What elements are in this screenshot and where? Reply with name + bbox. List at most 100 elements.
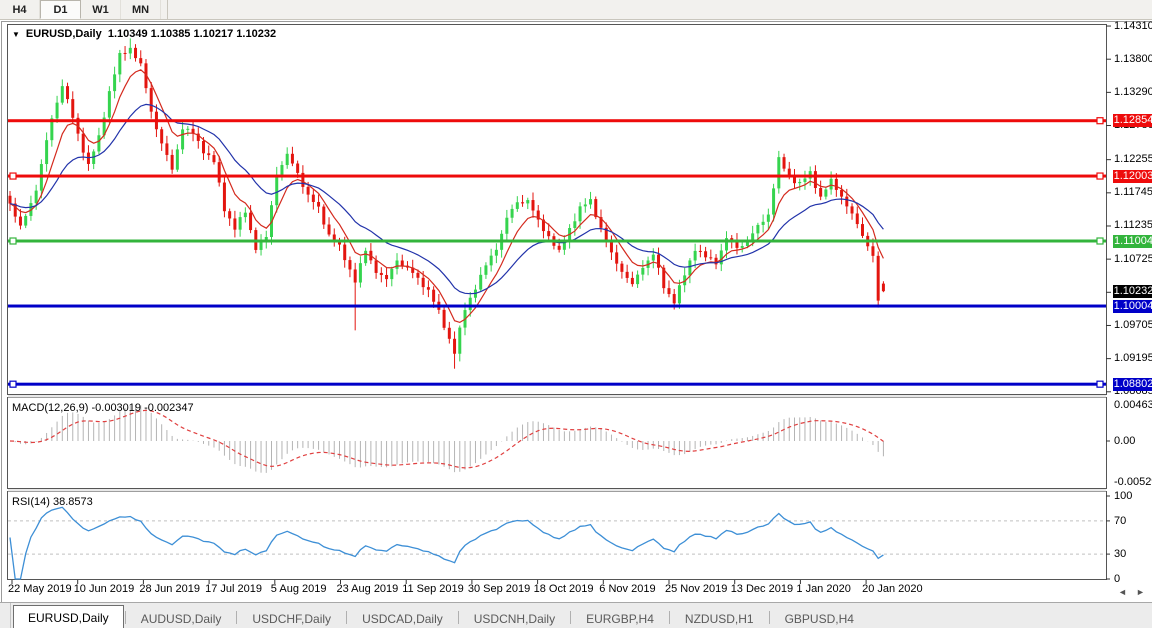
hline-handle[interactable] xyxy=(1096,237,1104,245)
candle-body xyxy=(751,233,755,242)
candle-body xyxy=(798,181,802,184)
hline-handle[interactable] xyxy=(9,380,17,388)
hline-handle[interactable] xyxy=(1096,117,1104,125)
timeframe-button-mn[interactable]: MN xyxy=(121,0,161,19)
chart-tab-usdcad-daily[interactable]: USDCAD,Daily xyxy=(362,611,443,626)
date-label: 13 Dec 2019 xyxy=(730,583,794,595)
candle-body xyxy=(306,186,310,195)
chart-tab-audusd-daily[interactable]: AUDUSD,Daily xyxy=(140,611,222,626)
candle-body xyxy=(458,327,462,354)
candle-body xyxy=(547,231,551,237)
price-axis-ticks xyxy=(1106,25,1111,580)
chart-title-symbol: EURUSD,Daily xyxy=(25,28,102,40)
tab-separator xyxy=(346,611,348,624)
hline-1.12003[interactable] xyxy=(8,174,1106,178)
candle-body xyxy=(39,164,43,191)
candle-body xyxy=(730,238,734,241)
candle-body xyxy=(437,301,441,310)
candle-body xyxy=(589,199,593,205)
tab-separator xyxy=(236,611,238,624)
candle-body xyxy=(484,265,488,275)
candle-body xyxy=(683,275,687,286)
candle-body xyxy=(667,288,671,295)
chart-tab-gbpusd-h4[interactable]: GBPUSD,H4 xyxy=(784,611,854,626)
price-tick-label: 1.14310 xyxy=(1114,19,1152,32)
hline-1.08802[interactable] xyxy=(8,382,1106,386)
macd-indicator-label: MACD(12,26,9) -0.003019 -0.002347 xyxy=(12,402,194,414)
candle-body xyxy=(369,250,373,261)
candle-body xyxy=(881,283,885,292)
timeframe-button-w1[interactable]: W1 xyxy=(81,0,121,19)
candle-body xyxy=(536,210,540,220)
candle-body xyxy=(541,219,545,232)
chart-title-ohlc: 1.10349 1.10385 1.10217 1.10232 xyxy=(107,28,277,40)
rsi-scale-label: 0 xyxy=(1114,573,1121,585)
candle-body xyxy=(207,153,211,156)
hline-price-badge: 1.12854 xyxy=(1113,114,1152,128)
candle-body xyxy=(165,143,169,155)
hline-handle[interactable] xyxy=(1096,380,1104,388)
candle-body xyxy=(876,255,880,301)
candle-body xyxy=(552,236,556,246)
price-tick-label: 1.10725 xyxy=(1114,252,1152,265)
candle-body xyxy=(405,265,409,268)
candle-body xyxy=(594,199,598,218)
candle-body xyxy=(322,206,326,225)
timeframe-button-d1[interactable]: D1 xyxy=(40,0,81,19)
candle-body xyxy=(379,272,383,275)
candle-body xyxy=(719,250,723,265)
chart-tab-usdchf-daily[interactable]: USDCHF,Daily xyxy=(252,611,332,626)
candle-body xyxy=(777,157,781,189)
candle-body xyxy=(562,241,566,250)
tab-bar-edge xyxy=(0,603,11,628)
chart-tab-eurgbp-h4[interactable]: EURGBP,H4 xyxy=(586,611,654,626)
candle-body xyxy=(395,260,399,269)
chart-tab-eurusd-daily[interactable]: EURUSD,Daily xyxy=(13,605,124,628)
candle-body xyxy=(735,240,739,248)
candle-body xyxy=(604,227,608,241)
candle-body xyxy=(463,310,467,328)
candle-body xyxy=(107,91,111,118)
tab-scroll-right-icon[interactable]: ► xyxy=(1136,587,1145,597)
macd-histogram xyxy=(14,405,884,473)
price-tick-label: 1.11745 xyxy=(1114,186,1152,199)
hline-handle[interactable] xyxy=(9,172,17,180)
candle-body xyxy=(531,200,535,211)
candle-body xyxy=(740,246,744,248)
macd-scale-min: -0.005299 xyxy=(1114,476,1152,488)
tab-separator xyxy=(768,611,770,624)
candle-body xyxy=(772,188,776,215)
candle-body xyxy=(636,274,640,285)
candle-body xyxy=(651,254,655,261)
rsi-indicator-label: RSI(14) 38.8573 xyxy=(12,496,93,508)
candle-body xyxy=(688,260,692,276)
candlesticks xyxy=(8,38,885,369)
candle-body xyxy=(599,217,603,228)
chart-tab-nzdusd-h1[interactable]: NZDUSD,H1 xyxy=(684,611,754,626)
candle-body xyxy=(8,195,12,204)
hline-1.12854[interactable] xyxy=(8,119,1106,123)
hline-handle[interactable] xyxy=(1096,172,1104,180)
timeframe-button-h4[interactable]: H4 xyxy=(0,0,40,19)
hline-1.11004[interactable] xyxy=(8,239,1106,243)
date-label: 11 Sep 2019 xyxy=(402,583,464,595)
candle-body xyxy=(521,202,525,204)
candle-body xyxy=(630,277,634,285)
candle-body xyxy=(243,212,247,218)
chart-dropdown-icon[interactable]: ▼ xyxy=(12,30,20,39)
candle-body xyxy=(123,52,127,54)
candle-body xyxy=(45,140,49,165)
hline-1.10004[interactable] xyxy=(8,304,1106,308)
chart-tab-usdcnh-daily[interactable]: USDCNH,Daily xyxy=(473,611,556,626)
price-tick-label: 1.09705 xyxy=(1114,318,1152,331)
candle-body xyxy=(34,190,38,204)
date-label: 10 Jun 2019 xyxy=(73,583,135,595)
rsi-scale-label: 70 xyxy=(1114,514,1127,527)
price-tick-label: 1.13800 xyxy=(1114,52,1152,65)
tab-scroll-left-icon[interactable]: ◄ xyxy=(1118,587,1127,597)
current-price-badge: 1.10232 xyxy=(1113,284,1152,298)
chart-canvas[interactable] xyxy=(2,22,1152,603)
candle-body xyxy=(761,221,765,225)
hline-handle[interactable] xyxy=(9,237,17,245)
